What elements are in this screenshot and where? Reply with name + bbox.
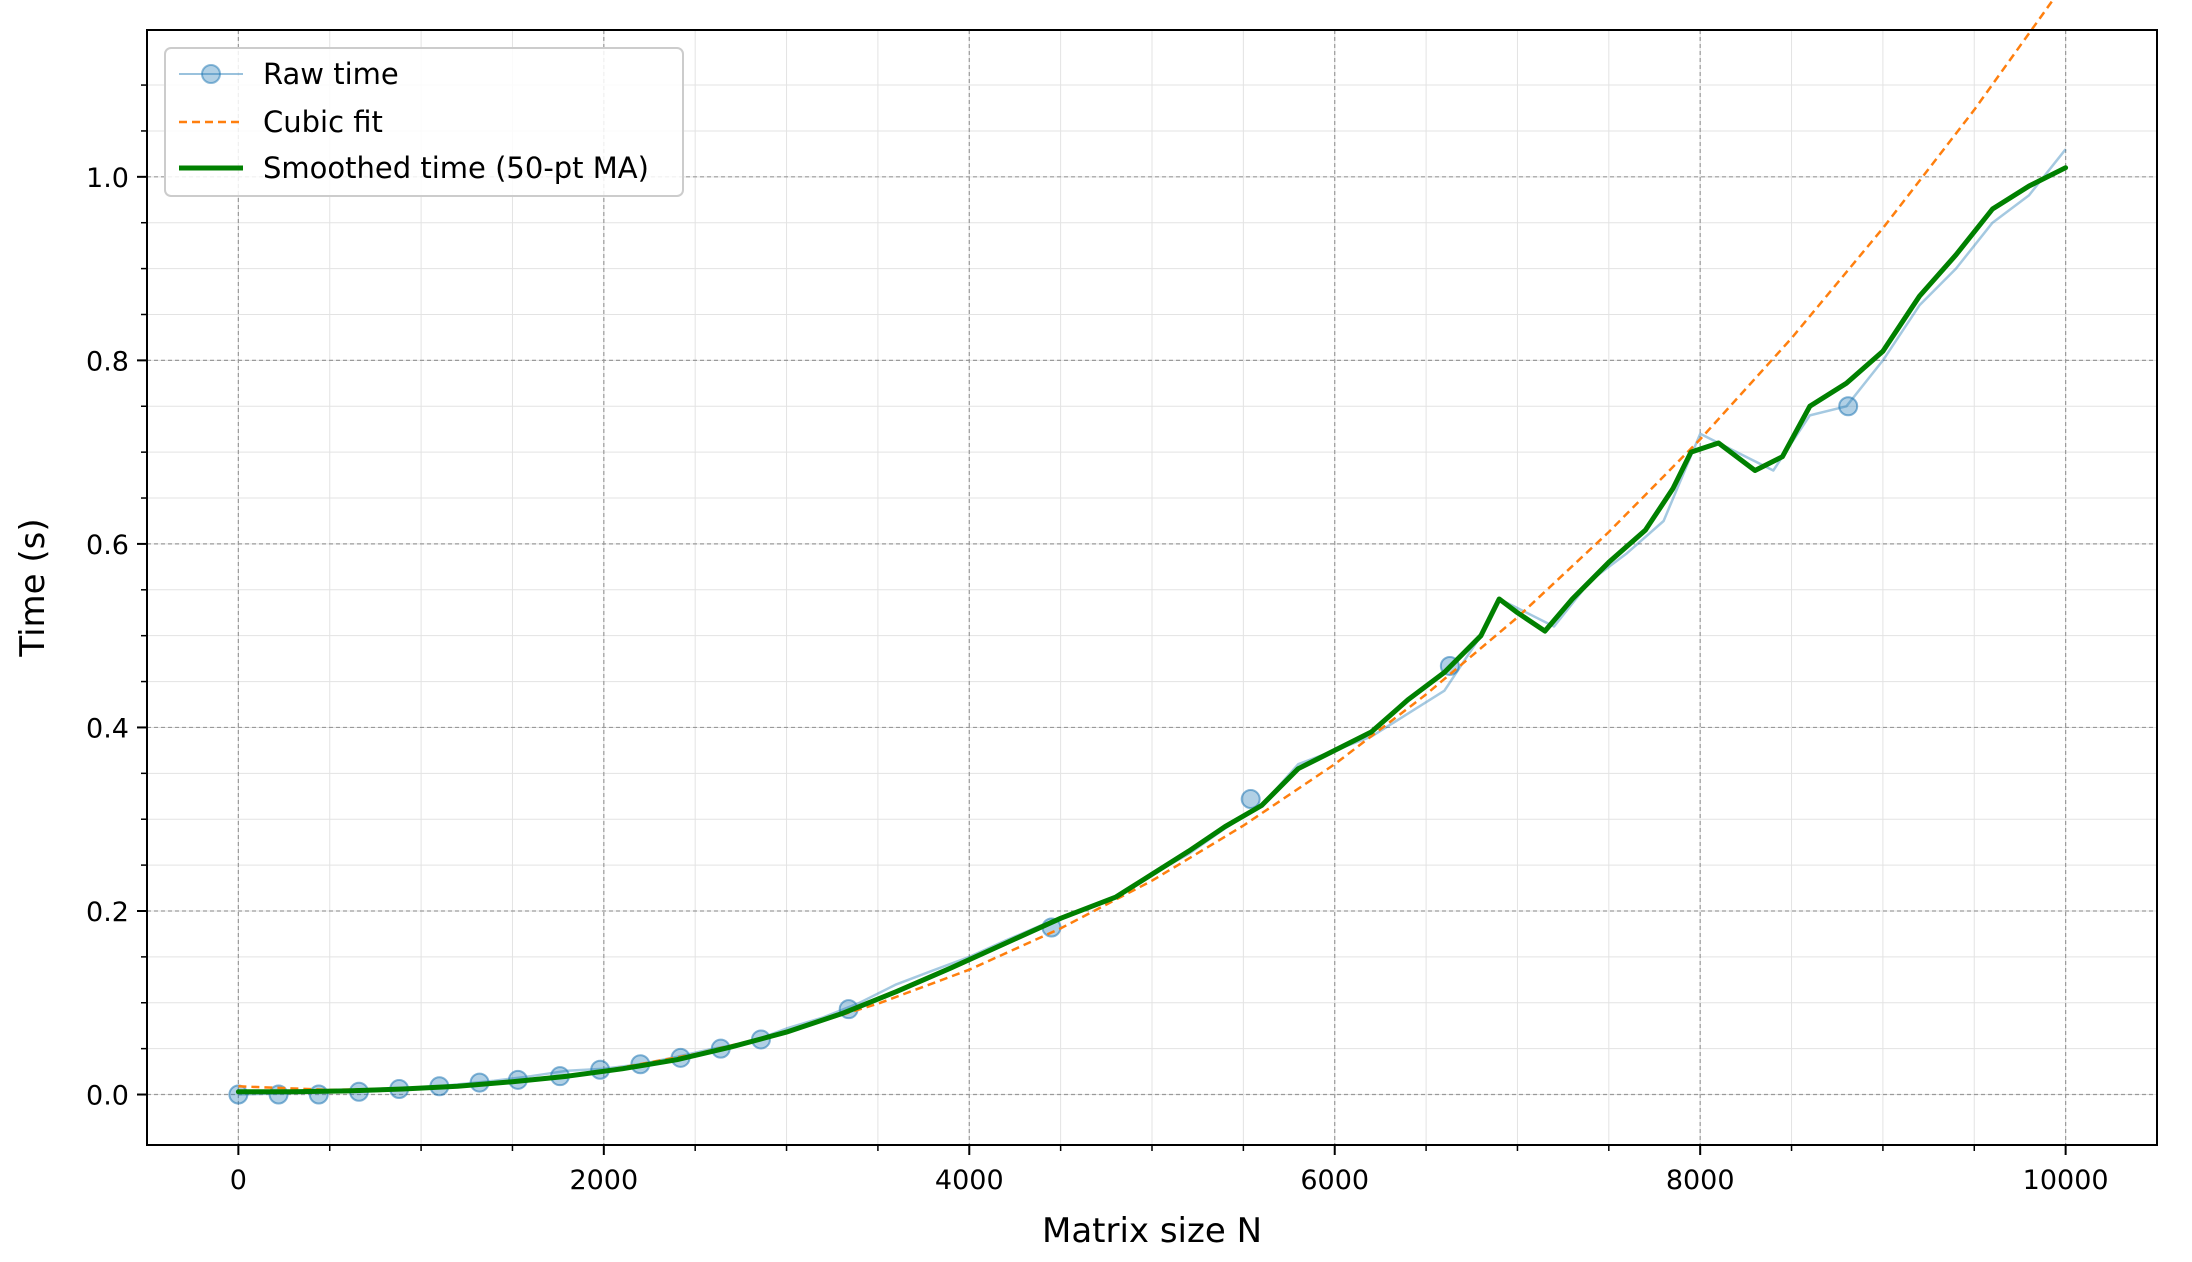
x-axis-label: Matrix size N xyxy=(1042,1211,1262,1251)
series-smoothed-time xyxy=(235,165,2069,1095)
x-tick-label: 2000 xyxy=(569,1165,638,1196)
legend-label-raw-time: Raw time xyxy=(263,57,399,91)
legend-item-raw-time: Raw time xyxy=(179,57,399,91)
grid xyxy=(147,30,2157,1145)
y-tick-label: 0.6 xyxy=(86,530,129,561)
y-axis-label: Time (s) xyxy=(13,518,53,657)
x-tick-label: 0 xyxy=(230,1165,247,1196)
smoothed-time-line xyxy=(235,165,2069,1095)
legend-raw-marker xyxy=(201,64,221,84)
legend: Raw time Cubic fit Smoothed time (50-pt … xyxy=(164,47,684,197)
y-tick-label: 0.8 xyxy=(86,346,129,377)
y-tick-label: 0.4 xyxy=(86,713,129,744)
ticks: 0 2000 4000 6000 8000 10000 0.0 0.2 0.4 0.6 0.8 1.0 xyxy=(86,84,2109,1196)
series-raw-time xyxy=(228,148,2067,1105)
y-tick-label: 1.0 xyxy=(86,163,129,194)
raw-time-point xyxy=(1838,396,1859,417)
x-tick-label: 10000 xyxy=(2023,1165,2109,1196)
legend-item-smoothed-time: Smoothed time (50-pt MA) xyxy=(179,151,649,185)
y-tick-label: 0.2 xyxy=(86,897,129,928)
plot-area xyxy=(228,0,2069,1105)
legend-label-cubic-fit: Cubic fit xyxy=(263,105,383,139)
raw-time-point xyxy=(1240,789,1261,810)
x-tick-label: 6000 xyxy=(1300,1165,1369,1196)
x-tick-label: 4000 xyxy=(935,1165,1004,1196)
legend-label-smoothed-time: Smoothed time (50-pt MA) xyxy=(263,151,649,185)
legend-item-cubic-fit: Cubic fit xyxy=(179,105,383,139)
legend-box xyxy=(164,47,684,197)
raw-time-point xyxy=(228,1084,249,1105)
x-tick-label: 8000 xyxy=(1666,1165,1735,1196)
y-tick-label: 0.0 xyxy=(86,1081,129,1112)
